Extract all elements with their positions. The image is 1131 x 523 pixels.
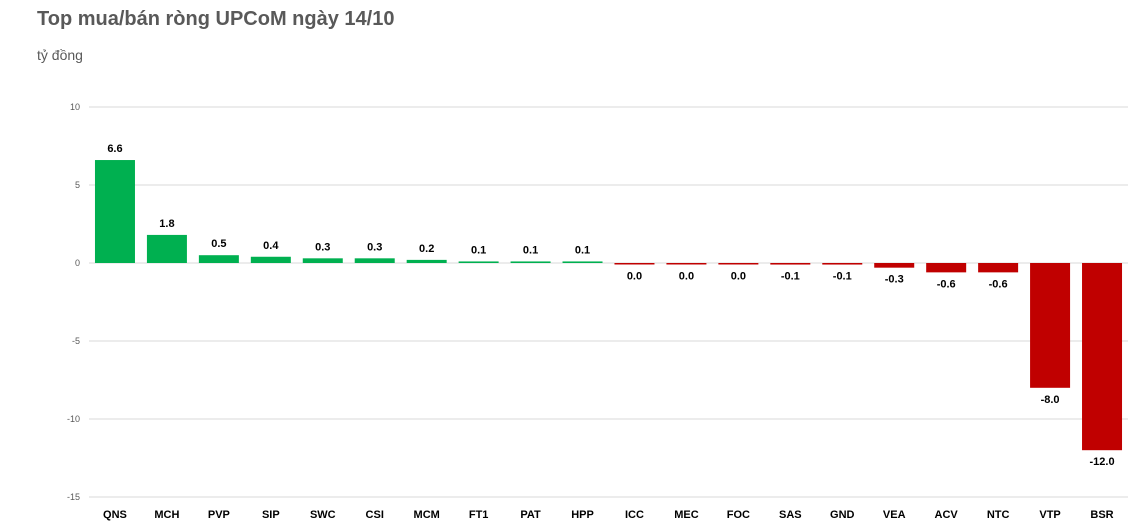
value-label: -0.3 bbox=[885, 274, 904, 286]
x-tick-label: SIP bbox=[262, 509, 280, 521]
x-tick-label: FOC bbox=[727, 509, 750, 521]
y-tick-label: -15 bbox=[67, 492, 80, 502]
value-label: 0.0 bbox=[627, 271, 642, 283]
bar-pvp bbox=[198, 255, 239, 263]
bar-vtp bbox=[1030, 263, 1071, 388]
value-label: 0.1 bbox=[575, 244, 590, 256]
x-tick-label: BSR bbox=[1090, 509, 1113, 521]
grid-layer bbox=[89, 106, 1128, 498]
x-tick-label: MCM bbox=[414, 509, 440, 521]
value-labels: 6.6 1.8 0.5 0.4 0.3 0.3 0.2 0.1 0.1 0.1 0.0 0.0 0.0 -… bbox=[107, 143, 1114, 468]
value-label: 6.6 bbox=[107, 143, 122, 155]
bar-mcm bbox=[406, 259, 447, 263]
y-tick-label: 0 bbox=[75, 258, 80, 268]
bar-qns bbox=[94, 160, 135, 263]
value-label: -0.6 bbox=[989, 278, 1008, 290]
bar-acv bbox=[926, 263, 967, 273]
x-tick-label: ACV bbox=[935, 509, 959, 521]
x-tick-label: FT1 bbox=[469, 509, 489, 521]
bar-bsr bbox=[1082, 263, 1123, 451]
value-label: -12.0 bbox=[1089, 456, 1114, 468]
bar-mch bbox=[146, 234, 187, 263]
bar-csi bbox=[354, 258, 395, 263]
y-tick-label: -5 bbox=[72, 336, 80, 346]
x-tick-label: VTP bbox=[1039, 509, 1060, 521]
x-tick-label: CSI bbox=[366, 509, 384, 521]
value-label: 1.8 bbox=[159, 218, 174, 230]
value-label: 0.0 bbox=[731, 271, 746, 283]
x-axis-labels: QNS MCH PVP SIP SWC CSI MCM FT1 PAT HPP ICC MEC FOC S… bbox=[103, 509, 1114, 521]
value-label: 0.0 bbox=[679, 271, 694, 283]
x-tick-label: PAT bbox=[520, 509, 541, 521]
y-tick-label: 5 bbox=[75, 180, 80, 190]
x-tick-label: VEA bbox=[883, 509, 906, 521]
x-tick-label: SWC bbox=[310, 509, 336, 521]
bar-swc bbox=[302, 258, 343, 263]
value-label: 0.5 bbox=[211, 238, 226, 250]
value-label: 0.1 bbox=[471, 244, 486, 256]
x-tick-label: NTC bbox=[987, 509, 1010, 521]
value-label: 0.2 bbox=[419, 243, 434, 255]
y-axis-ticks: 10 5 0 -5 -10 -15 bbox=[67, 102, 80, 502]
chart-title: Top mua/bán ròng UPCoM ngày 14/10 bbox=[37, 8, 395, 30]
x-tick-label: MEC bbox=[674, 509, 699, 521]
x-tick-label: PVP bbox=[208, 509, 230, 521]
value-label: 0.1 bbox=[523, 244, 538, 256]
x-tick-label: ICC bbox=[625, 509, 644, 521]
unit-label: tỷ đồng bbox=[37, 47, 83, 63]
bar-ft1 bbox=[458, 261, 499, 263]
x-tick-label: MCH bbox=[154, 509, 179, 521]
bar-hpp bbox=[562, 261, 603, 263]
bar-sas bbox=[770, 263, 811, 265]
value-label: -0.1 bbox=[781, 271, 800, 283]
x-tick-label: HPP bbox=[571, 509, 594, 521]
bars bbox=[94, 160, 1123, 451]
y-tick-label: 10 bbox=[70, 102, 80, 112]
bar-gnd bbox=[822, 263, 863, 265]
value-label: -8.0 bbox=[1041, 394, 1060, 406]
bar-sip bbox=[250, 256, 291, 263]
value-label: -0.6 bbox=[937, 278, 956, 290]
bar-foc bbox=[718, 263, 759, 265]
bar-pat bbox=[510, 261, 551, 263]
y-tick-label: -10 bbox=[67, 414, 80, 424]
bar-mec bbox=[666, 263, 707, 265]
value-label: 0.3 bbox=[367, 241, 382, 253]
bar-vea bbox=[874, 263, 915, 268]
x-tick-label: GND bbox=[830, 509, 855, 521]
x-tick-label: SAS bbox=[779, 509, 802, 521]
value-label: 0.4 bbox=[263, 240, 279, 252]
value-label: 0.3 bbox=[315, 241, 330, 253]
bar-icc bbox=[614, 263, 655, 265]
x-tick-label: QNS bbox=[103, 509, 127, 521]
value-label: -0.1 bbox=[833, 271, 852, 283]
bar-ntc bbox=[978, 263, 1019, 273]
